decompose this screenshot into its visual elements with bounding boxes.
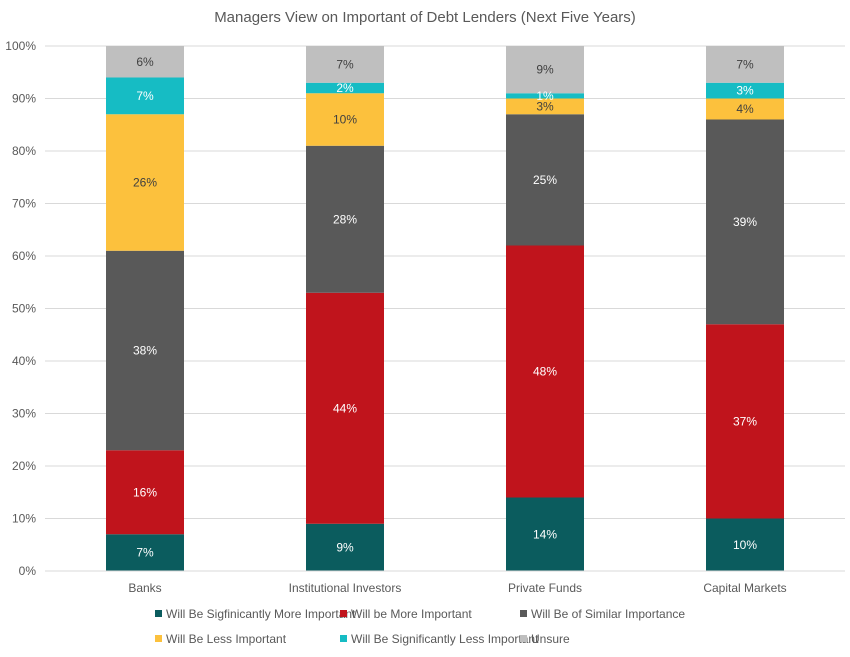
data-label: 9%: [536, 63, 554, 77]
bar-segment: [106, 450, 184, 535]
legend-swatch: [155, 635, 162, 642]
legend: Will Be Sigfinicantly More ImportantWill…: [155, 607, 685, 646]
y-tick-label: 100%: [5, 39, 36, 53]
bars: [106, 46, 784, 571]
bar-segment: [106, 46, 184, 78]
data-label: 3%: [736, 84, 754, 98]
y-tick-label: 50%: [12, 302, 36, 316]
legend-label: Will be More Important: [351, 607, 472, 621]
data-label: 7%: [736, 57, 754, 71]
legend-swatch: [520, 610, 527, 617]
bar-segment: [306, 93, 384, 146]
data-label: 9%: [336, 540, 354, 554]
y-tick-label: 80%: [12, 144, 36, 158]
data-label: 10%: [333, 113, 357, 127]
y-tick-label: 0%: [19, 564, 37, 578]
chart-title: Managers View on Important of Debt Lende…: [214, 9, 636, 26]
category-label: Private Funds: [508, 581, 582, 595]
data-label: 7%: [136, 546, 154, 560]
data-label: 28%: [333, 212, 357, 226]
data-label: 7%: [336, 57, 354, 71]
data-labels: 7% 16% 38% 26% 7% 6% 9% 44% 28% 10% 2% 7% 14% 48% 25% 3…: [133, 55, 757, 560]
bar-segment: [106, 250, 184, 451]
data-label: 48%: [533, 365, 557, 379]
bar-segment: [706, 119, 784, 325]
data-label: 6%: [136, 55, 154, 69]
category-label: Capital Markets: [703, 581, 786, 595]
data-label: 2%: [336, 81, 354, 95]
bar-segment: [506, 114, 584, 246]
bar-segment: [506, 46, 584, 94]
legend-swatch: [520, 635, 527, 642]
bar-segment: [706, 518, 784, 571]
bar-segment: [506, 245, 584, 498]
category-label: Institutional Investors: [289, 581, 402, 595]
data-label: 37%: [733, 414, 757, 428]
x-axis-categories: Banks Institutional Investors Private Fund…: [128, 581, 786, 595]
data-label: 7%: [136, 89, 154, 103]
y-tick-label: 20%: [12, 459, 36, 473]
data-label: 14%: [533, 527, 557, 541]
bar-segment: [306, 292, 384, 524]
data-label: 1%: [536, 89, 554, 103]
bar-segment: [106, 534, 184, 571]
legend-label: Will Be of Similar Importance: [531, 607, 685, 621]
bar-segment: [706, 98, 784, 120]
data-label: 39%: [733, 215, 757, 229]
bar-segment: [306, 523, 384, 571]
bar-segment: [306, 82, 384, 94]
data-label: 3%: [536, 99, 554, 113]
data-label: 16%: [133, 485, 157, 499]
bar-segment: [306, 46, 384, 83]
legend-label: Will Be Sigfinicantly More Important: [166, 607, 356, 621]
legend-label: Unsure: [531, 632, 570, 646]
data-label: 4%: [736, 102, 754, 116]
data-label: 26%: [133, 176, 157, 190]
legend-swatch: [155, 610, 162, 617]
y-axis-ticks: 0% 10% 20% 30% 40% 50% 60% 70% 80% 90% 100%: [5, 39, 36, 578]
bar-segment: [706, 324, 784, 519]
bar-segment: [306, 145, 384, 293]
legend-label: Will Be Less Important: [166, 632, 287, 646]
category-label: Banks: [128, 581, 161, 595]
bar-segment: [506, 497, 584, 571]
legend-swatch: [340, 610, 347, 617]
y-tick-label: 60%: [12, 249, 36, 263]
y-tick-label: 70%: [12, 197, 36, 211]
legend-label: Will Be Significantly Less Important: [351, 632, 539, 646]
y-tick-label: 10%: [12, 512, 36, 526]
data-label: 25%: [533, 173, 557, 187]
bar-segment: [706, 82, 784, 99]
y-tick-label: 30%: [12, 407, 36, 421]
bar-segment: [106, 114, 184, 251]
data-label: 38%: [133, 344, 157, 358]
bar-segment: [506, 93, 584, 99]
y-tick-label: 40%: [12, 354, 36, 368]
y-tick-label: 90%: [12, 92, 36, 106]
bar-segment: [106, 77, 184, 115]
legend-swatch: [340, 635, 347, 642]
data-label: 44%: [333, 401, 357, 415]
bar-segment: [706, 46, 784, 83]
bar-segment: [506, 98, 584, 115]
data-label: 10%: [733, 538, 757, 552]
